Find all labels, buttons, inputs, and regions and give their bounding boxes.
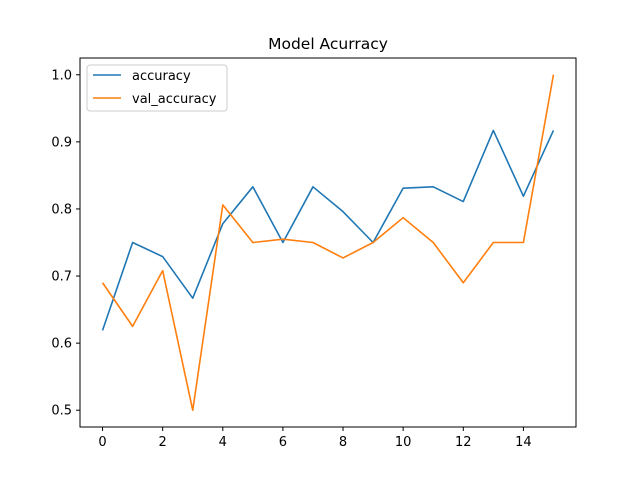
series-line-val-accuracy: [101, 74, 555, 412]
x-tick-label: 8: [339, 435, 347, 450]
series-line-accuracy: [101, 129, 555, 331]
x-axis: 0 2 4 6 8 10 12 14: [98, 427, 532, 450]
x-tick-label: 12: [455, 435, 472, 450]
y-tick-label: 0.6: [51, 337, 72, 352]
y-axis: 0.5 0.6 0.7 0.8 0.9 1.0: [51, 68, 80, 419]
legend-label-accuracy: accuracy: [132, 69, 191, 84]
x-tick-label: 4: [219, 435, 227, 450]
x-tick-label: 14: [515, 435, 532, 450]
legend: accuracy val_accuracy: [86, 64, 228, 112]
y-tick-label: 0.9: [51, 135, 72, 150]
x-tick-label: 10: [395, 435, 412, 450]
legend-box: [86, 64, 228, 112]
legend-label-val-accuracy: val_accuracy: [132, 92, 217, 107]
y-tick-label: 0.5: [51, 404, 72, 419]
x-tick-label: 0: [98, 435, 106, 450]
x-tick-label: 2: [159, 435, 167, 450]
y-tick-label: 1.0: [51, 68, 72, 83]
chart-title: Model Acurracy: [268, 35, 388, 53]
x-tick-label: 6: [279, 435, 287, 450]
plot-area-frame: [79, 57, 577, 428]
y-tick-label: 0.8: [51, 202, 72, 217]
series-layer: [101, 74, 555, 412]
y-tick-label: 0.7: [51, 270, 72, 285]
